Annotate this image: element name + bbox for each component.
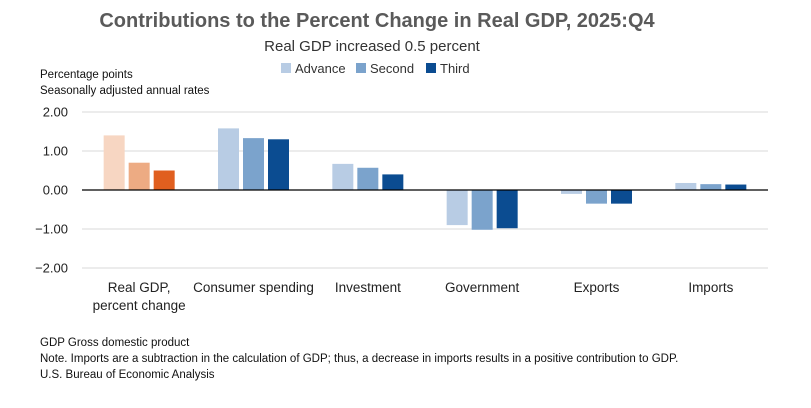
y-tick-label: −1.00 (35, 222, 68, 237)
category-label: Real GDP, (108, 280, 171, 295)
y-tick-label: 2.00 (43, 105, 68, 120)
bar-advance (103, 135, 125, 190)
legend-label-third: Third (440, 61, 470, 76)
category-label: Government (445, 280, 520, 295)
bar-second (700, 184, 722, 190)
unit-label-line-1: Percentage points (40, 69, 133, 81)
bar-second (243, 138, 264, 190)
y-tick-label: −2.00 (35, 261, 68, 276)
y-tick-label: 1.00 (43, 144, 68, 159)
bar-second (586, 190, 607, 204)
bar-advance (218, 128, 239, 190)
gridlines (82, 111, 768, 269)
legend-label-advance: Advance (295, 61, 346, 76)
y-axis: 2.00 1.00 0.00 −1.00 −2.00 (35, 105, 68, 276)
category-label: Investment (335, 280, 401, 295)
unit-label-line-2: Seasonally adjusted annual rates (40, 85, 210, 97)
y-tick-label: 0.00 (43, 183, 68, 198)
bar-third (382, 174, 404, 190)
category-label: Imports (688, 280, 733, 295)
bar-third (496, 190, 518, 229)
category-label: Consumer spending (193, 280, 314, 295)
legend-label-second: Second (370, 61, 414, 76)
chart-title: Contributions to the Percent Change in R… (99, 10, 655, 32)
bar-second (357, 167, 379, 190)
bar-advance (332, 163, 354, 190)
note-imports: Note. Imports are a subtraction in the c… (40, 353, 678, 365)
bar-advance (675, 182, 697, 190)
bar-advance (561, 190, 582, 194)
legend-swatch-second (356, 63, 366, 73)
category-label: percent change (93, 298, 186, 313)
bar-second (128, 162, 150, 190)
bar-third (611, 190, 632, 204)
bar-third (725, 184, 747, 190)
bars (103, 128, 747, 230)
category-label: Exports (574, 280, 620, 295)
bar-third (268, 139, 289, 190)
bar-third (153, 170, 175, 190)
legend-swatch-advance (281, 63, 291, 73)
legend-swatch-third (426, 63, 436, 73)
chart-subtitle: Real GDP increased 0.5 percent (264, 38, 481, 55)
bar-second (471, 190, 493, 230)
note-gdp-definition: GDP Gross domestic product (40, 337, 190, 349)
bar-advance (446, 190, 468, 226)
x-axis: Real GDP, percent change Consumer spending… (82, 189, 768, 313)
legend: Advance Second Third (281, 61, 470, 76)
note-source: U.S. Bureau of Economic Analysis (40, 369, 215, 381)
